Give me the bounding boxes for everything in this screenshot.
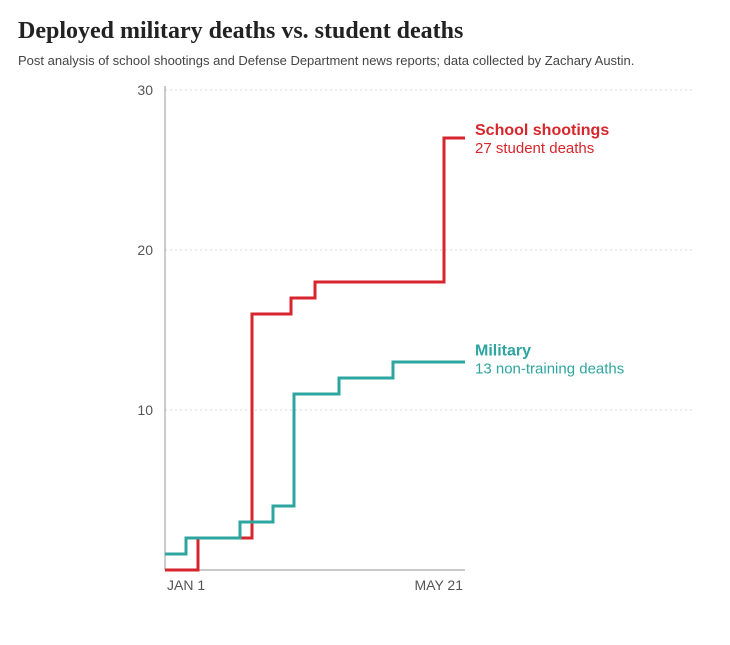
svg-text:13 non-training deaths: 13 non-training deaths xyxy=(475,361,624,378)
y-tick: 10 xyxy=(137,402,153,418)
svg-text:10: 10 xyxy=(137,402,153,418)
annotation-military: Military13 non-training deaths xyxy=(475,343,624,378)
chart-svg: 10 20 30 JAN 1 MAY 21 School shootings27 stud… xyxy=(0,80,700,620)
svg-text:27 student deaths: 27 student deaths xyxy=(475,140,594,157)
y-tick: 20 xyxy=(137,242,153,258)
svg-text:Military: Military xyxy=(475,343,531,360)
chart-area: 10 20 30 JAN 1 MAY 21 School shootings27 stud… xyxy=(0,80,700,625)
series-line-military xyxy=(165,362,465,554)
svg-text:30: 30 xyxy=(137,82,153,98)
y-tick: 30 xyxy=(137,82,153,98)
annotation-school-shootings: School shootings27 student deaths xyxy=(475,122,609,157)
svg-text:School shootings: School shootings xyxy=(475,122,609,139)
chart-title: Deployed military deaths vs. student dea… xyxy=(18,18,720,45)
x-tick-end: MAY 21 xyxy=(414,577,463,593)
svg-text:MAY 21: MAY 21 xyxy=(414,577,463,593)
svg-text:JAN 1: JAN 1 xyxy=(167,577,205,593)
chart-subtitle: Post analysis of school shootings and De… xyxy=(18,53,720,68)
x-tick-start: JAN 1 xyxy=(167,577,205,593)
series-line-school-shootings xyxy=(165,138,465,570)
svg-text:20: 20 xyxy=(137,242,153,258)
